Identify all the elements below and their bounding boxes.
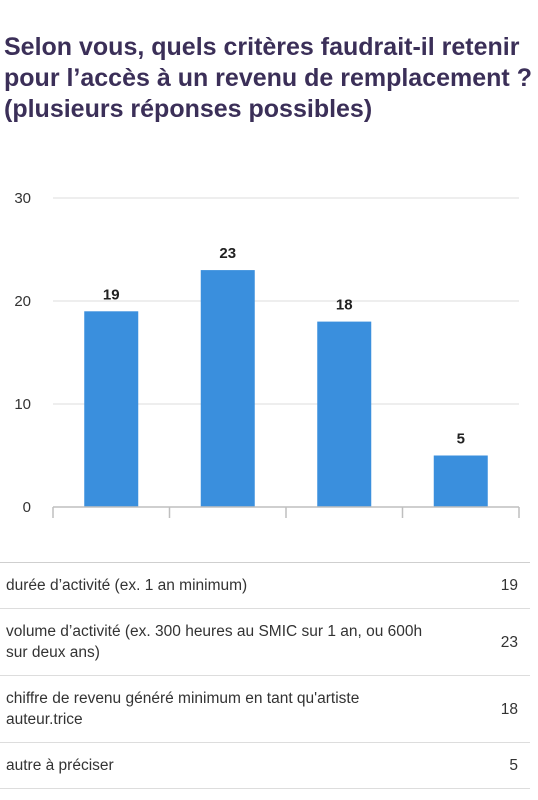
table-row: autre à préciser 5 bbox=[0, 742, 530, 789]
row-label: durée d’activité (ex. 1 an minimum) bbox=[0, 562, 478, 609]
y-tick-label: 0 bbox=[23, 499, 31, 516]
row-value: 23 bbox=[478, 608, 530, 676]
row-label: chiffre de revenu généré minimum en tant… bbox=[0, 675, 478, 743]
y-tick-label: 20 bbox=[14, 293, 31, 310]
table-row: chiffre de revenu généré minimum en tant… bbox=[0, 675, 530, 743]
row-value: 18 bbox=[478, 675, 530, 743]
y-tick-label: 30 bbox=[14, 190, 31, 207]
row-value: 19 bbox=[478, 562, 530, 609]
bar-chart: 0 10 20 30 19 23 18 5 bbox=[14, 190, 520, 518]
data-label: 23 bbox=[219, 245, 236, 262]
data-table: durée d’activité (ex. 1 an minimum) 19 vol… bbox=[0, 562, 530, 789]
table-row: durée d’activité (ex. 1 an minimum) 19 bbox=[0, 562, 530, 609]
bar bbox=[84, 311, 139, 507]
bar bbox=[200, 270, 255, 507]
data-label: 18 bbox=[336, 297, 353, 314]
chart-title: Selon vous, quels critères faudrait-il r… bbox=[4, 33, 532, 123]
row-value: 5 bbox=[478, 742, 530, 789]
row-label: volume d’activité (ex. 300 heures au SMI… bbox=[0, 608, 478, 676]
bar bbox=[317, 321, 372, 507]
data-label: 19 bbox=[103, 286, 120, 303]
row-label: autre à préciser bbox=[0, 742, 478, 789]
bar bbox=[433, 455, 488, 507]
data-label: 5 bbox=[457, 431, 465, 448]
y-tick-label: 10 bbox=[14, 396, 31, 413]
table-row: volume d’activité (ex. 300 heures au SMI… bbox=[0, 608, 530, 676]
